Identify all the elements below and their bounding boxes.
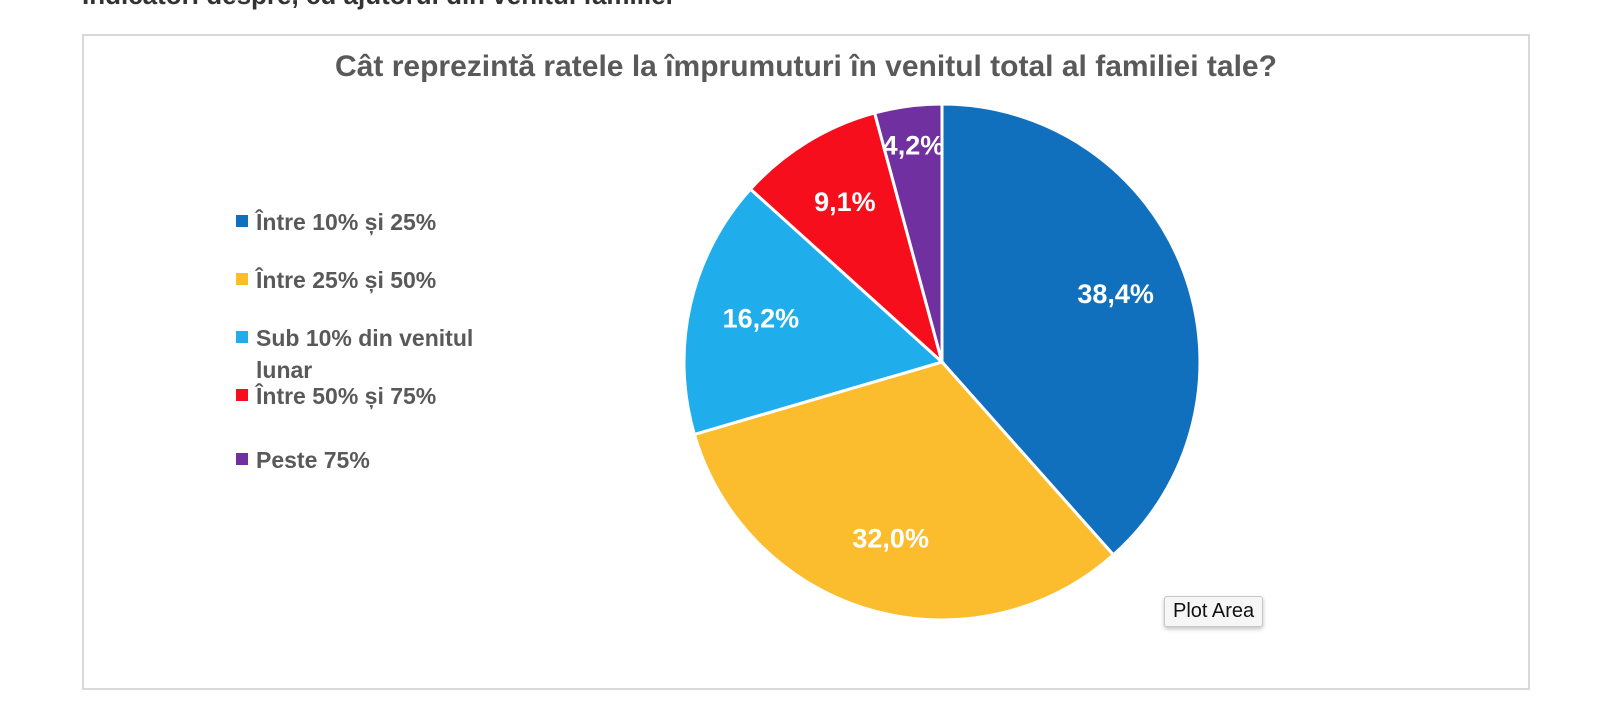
- partial-top-text: Indicatori despre, cu ajutorul din venit…: [82, 0, 673, 11]
- pie-slice-2[interactable]: [692, 360, 1116, 622]
- legend-label-3: Sub 10% din venitul lunar: [256, 325, 474, 383]
- data-label-5: 4,2%: [883, 130, 945, 160]
- legend-swatch-2: [236, 273, 248, 285]
- legend-swatch-4: [236, 389, 248, 401]
- legend-swatch-3: [236, 331, 248, 343]
- chart-area[interactable]: Cât reprezintă ratele la împrumuturi în …: [82, 34, 1530, 690]
- plot-area-tooltip: Plot Area: [1164, 596, 1264, 627]
- legend-label-2: Între 25% și 50%: [256, 267, 437, 293]
- legend-item-5: Peste 75%: [236, 444, 496, 476]
- legend-label-1: Între 10% și 25%: [256, 209, 437, 235]
- pie-slice-3[interactable]: [682, 187, 945, 437]
- legend-label-4: Între 50% și 75%: [256, 383, 437, 409]
- legend-label-5: Peste 75%: [256, 447, 370, 473]
- pie-slice-5[interactable]: [872, 102, 944, 363]
- legend-swatch-1: [236, 215, 248, 227]
- legend-item-1: Între 10% și 25%: [236, 206, 496, 238]
- data-label-2: 32,0%: [852, 524, 929, 554]
- chart-title: Cât reprezintă ratele la împrumuturi în …: [335, 50, 1277, 83]
- legend-swatch-5: [236, 453, 248, 465]
- legend-item-3: Sub 10% din venitul lunar: [236, 322, 496, 386]
- pie-chart[interactable]: 38,4% 32,0% 16,2% 9,1%4,2%: [84, 36, 1532, 692]
- legend-item-4: Între 50% și 75%: [236, 380, 496, 412]
- data-label-1: 38,4%: [1077, 279, 1154, 309]
- pie-slice-4[interactable]: [748, 111, 945, 367]
- data-label-3: 16,2%: [723, 304, 800, 334]
- data-label-4: 9,1%: [814, 187, 876, 217]
- pie-slice-1[interactable]: [940, 102, 1202, 557]
- legend-item-2: Între 25% și 50%: [236, 264, 496, 296]
